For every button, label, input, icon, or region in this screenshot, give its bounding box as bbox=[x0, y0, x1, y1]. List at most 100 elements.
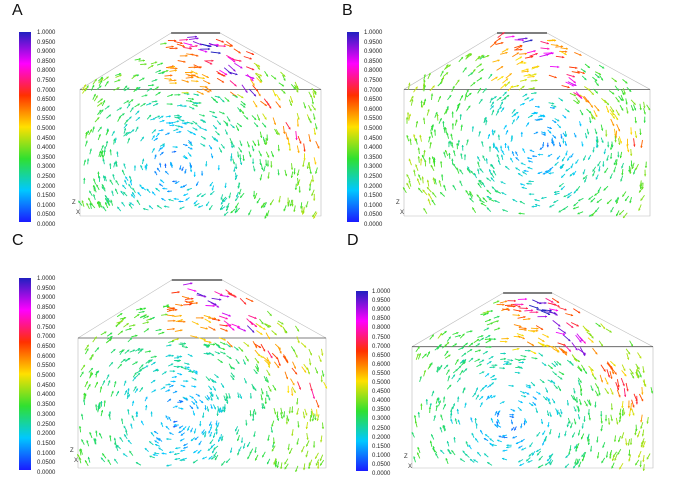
velocity-arrowhead bbox=[504, 143, 506, 145]
colorbar-tick-label: 0.2500 bbox=[364, 174, 382, 180]
velocity-arrowhead bbox=[420, 101, 422, 103]
colorbar-c bbox=[19, 278, 31, 470]
velocity-arrowhead bbox=[249, 414, 251, 416]
velocity-arrowhead bbox=[538, 154, 540, 156]
velocity-arrowhead bbox=[291, 411, 293, 413]
velocity-arrowhead bbox=[460, 114, 462, 116]
colorbar-tick-label: 0.1500 bbox=[37, 441, 55, 447]
colorbar-tick-label: 0.8000 bbox=[37, 68, 55, 74]
velocity-arrowhead bbox=[177, 357, 179, 359]
axis-x-label: X bbox=[76, 210, 80, 216]
axis-z-label: Z bbox=[404, 454, 408, 460]
colorbar-tick-label: 0.3000 bbox=[37, 164, 55, 170]
colorbar-tick-label: 0.6000 bbox=[372, 362, 390, 368]
velocity-arrowhead bbox=[476, 423, 478, 425]
colorbar-tick-label: 0.4000 bbox=[372, 398, 390, 404]
colorbar-tick-label: 0.2000 bbox=[364, 184, 382, 190]
velocity-arrowhead bbox=[528, 318, 530, 320]
velocity-arrowhead bbox=[493, 143, 495, 145]
velocity-arrowhead bbox=[525, 37, 527, 39]
velocity-arrowhead bbox=[289, 149, 291, 151]
velocity-arrowhead bbox=[495, 364, 497, 366]
velocity-arrowhead bbox=[185, 105, 187, 107]
colorbar-tick-label: 0.9000 bbox=[372, 307, 390, 313]
colorbar-tick-label: 0.8500 bbox=[37, 59, 55, 65]
velocity-arrowhead bbox=[641, 393, 643, 395]
velocity-arrowhead bbox=[134, 165, 136, 167]
velocity-arrowhead bbox=[522, 39, 524, 41]
velocity-arrowhead bbox=[295, 138, 297, 140]
velocity-arrowhead bbox=[173, 328, 175, 330]
velocity-arrowhead bbox=[518, 314, 520, 316]
velocity-arrowhead bbox=[531, 309, 533, 311]
velocity-arrowhead bbox=[289, 411, 291, 413]
velocity-arrowhead bbox=[171, 103, 173, 105]
velocity-arrowhead bbox=[614, 440, 616, 442]
velocity-arrowhead bbox=[500, 146, 502, 148]
velocity-arrowhead bbox=[512, 414, 514, 416]
velocity-arrowhead bbox=[630, 154, 632, 156]
velocity-arrowhead bbox=[194, 66, 196, 68]
velocity-arrowhead bbox=[178, 94, 180, 96]
colorbar-tick-label: 0.5500 bbox=[37, 116, 55, 122]
velocity-arrowhead bbox=[600, 415, 602, 417]
velocity-arrowhead bbox=[529, 193, 531, 195]
velocity-arrowhead bbox=[576, 401, 578, 403]
colorbar-tick-label: 0.6500 bbox=[37, 97, 55, 103]
velocity-arrowhead bbox=[436, 114, 438, 116]
velocity-arrowhead bbox=[270, 166, 272, 168]
greenhouse-outline bbox=[80, 33, 321, 216]
colorbar-tick-label: 0.5500 bbox=[372, 371, 390, 377]
velocity-arrowhead bbox=[104, 400, 106, 402]
velocity-arrowhead bbox=[299, 191, 301, 193]
velocity-arrowhead bbox=[295, 188, 297, 190]
velocity-arrowhead bbox=[524, 358, 526, 360]
velocity-arrowhead bbox=[605, 135, 607, 137]
velocity-arrowhead bbox=[635, 121, 637, 123]
velocity-arrowhead bbox=[532, 155, 534, 157]
velocity-arrowhead bbox=[557, 413, 559, 415]
velocity-arrowhead bbox=[507, 337, 509, 339]
colorbar-tick-label: 0.5000 bbox=[372, 380, 390, 386]
axis-x-label: X bbox=[400, 210, 404, 216]
velocity-arrowhead bbox=[306, 438, 308, 440]
velocity-arrowhead bbox=[561, 45, 563, 47]
velocity-arrowhead bbox=[528, 180, 530, 182]
velocity-arrowhead bbox=[176, 47, 178, 49]
velocity-arrowhead bbox=[230, 159, 232, 161]
colorbar-tick-label: 0.9000 bbox=[37, 49, 55, 55]
colorbar-tick-label: 0.6000 bbox=[37, 107, 55, 113]
velocity-arrowhead bbox=[422, 177, 424, 179]
velocity-arrowhead bbox=[562, 141, 564, 143]
velocity-arrowhead bbox=[526, 307, 528, 309]
velocity-arrowhead bbox=[458, 140, 460, 142]
velocity-arrowhead bbox=[265, 402, 267, 404]
velocity-arrowhead bbox=[192, 371, 194, 373]
velocity-arrowhead bbox=[506, 444, 508, 446]
velocity-arrowhead bbox=[545, 302, 547, 304]
velocity-arrowhead bbox=[610, 157, 612, 159]
velocity-arrowhead bbox=[213, 343, 215, 345]
colorbar-tick-label: 0.7000 bbox=[364, 88, 382, 94]
colorbar-tick-label: 0.1000 bbox=[372, 453, 390, 459]
velocity-arrowhead bbox=[457, 397, 459, 399]
colorbar-tick-label: 0.6000 bbox=[364, 107, 382, 113]
velocity-arrowhead bbox=[178, 114, 180, 116]
colorbar-tick-label: 0.5500 bbox=[364, 116, 382, 122]
velocity-arrowhead bbox=[184, 342, 186, 344]
velocity-arrowhead bbox=[645, 166, 647, 168]
colorbar-tick-label: 0.6000 bbox=[37, 354, 55, 360]
velocity-arrowhead bbox=[524, 62, 526, 64]
velocity-arrowhead bbox=[418, 156, 420, 158]
velocity-arrowhead bbox=[450, 413, 452, 415]
axis-x-label: X bbox=[408, 464, 412, 470]
velocity-arrowhead bbox=[418, 148, 420, 150]
velocity-arrowhead bbox=[199, 424, 201, 426]
colorbar-tick-label: 0.9500 bbox=[372, 298, 390, 304]
velocity-arrowhead bbox=[614, 140, 616, 142]
colorbar-tick-label: 0.7500 bbox=[37, 325, 55, 331]
velocity-arrowhead bbox=[536, 311, 538, 313]
velocity-arrowhead bbox=[287, 391, 289, 393]
velocity-arrowhead bbox=[636, 402, 638, 404]
velocity-arrowhead bbox=[533, 75, 535, 77]
